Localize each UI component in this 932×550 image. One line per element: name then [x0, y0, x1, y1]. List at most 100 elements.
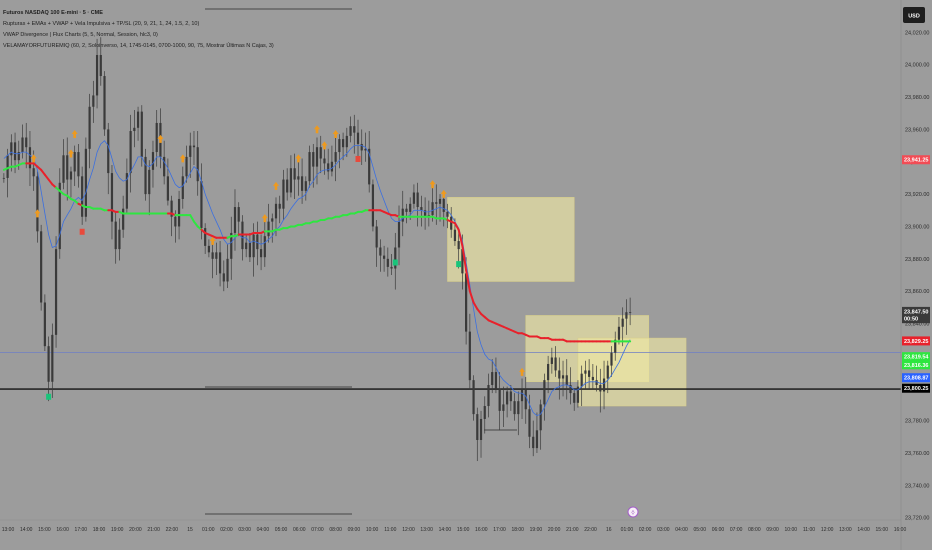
vwap-segment	[47, 178, 54, 186]
price-badge-label: 23,819.54	[904, 355, 929, 361]
signal-square-marker	[79, 228, 85, 235]
time-tick-label: 01:00	[621, 527, 634, 533]
candle-body	[472, 380, 475, 415]
candle-body	[174, 216, 177, 227]
candle-body	[47, 346, 50, 382]
vwap-segment	[472, 301, 479, 310]
candle-body	[621, 318, 624, 327]
time-tick-label: 07:00	[311, 527, 324, 533]
candle-body	[155, 122, 158, 153]
arrow-up-marker	[34, 209, 41, 218]
candle-body	[274, 203, 278, 219]
arrow-up-marker	[157, 134, 164, 143]
time-tick-label: 13:00	[839, 527, 852, 533]
candle-body	[341, 139, 345, 148]
candle-body	[248, 242, 251, 258]
arrow-up-marker	[30, 154, 37, 163]
candle-body	[502, 404, 505, 411]
candle-body	[494, 372, 498, 389]
candle-body	[211, 252, 214, 259]
candle-body	[230, 232, 233, 259]
time-tick-label: 14:00	[20, 527, 33, 533]
price-badge-box	[902, 155, 930, 165]
candle-body	[259, 249, 263, 258]
candle-body	[528, 409, 531, 437]
candle-body	[84, 148, 87, 217]
event-icon[interactable]: ◊	[627, 506, 639, 518]
candle-body	[599, 385, 602, 392]
candle-body	[330, 161, 334, 172]
candle-body	[13, 142, 17, 161]
candle-body	[245, 242, 248, 250]
time-axis[interactable]: 13:00 14:00 15:00 16:00 17:00 18:00 19:00 20:00…	[0, 519, 906, 533]
arrow-up-marker	[321, 141, 328, 150]
candle-body	[446, 211, 449, 217]
arrow-up-marker	[314, 125, 320, 134]
candle-body	[196, 147, 199, 182]
candle-body	[453, 229, 457, 242]
candle-body	[312, 152, 315, 167]
signal-markers	[30, 125, 526, 400]
price-badge-label: 23,808.87	[904, 376, 928, 382]
vwap-segment	[468, 290, 475, 304]
candle-body	[569, 385, 572, 394]
candle-body	[550, 357, 553, 364]
candle-body	[520, 389, 524, 402]
candle-body	[476, 414, 479, 440]
candle-body	[561, 375, 565, 379]
candle-body	[573, 393, 576, 403]
currency-badge-label: USD	[908, 14, 920, 20]
event-icon-circle	[627, 506, 639, 518]
price-badge-label: 23,847.50	[904, 309, 928, 315]
candle-body	[144, 156, 147, 195]
legend: Futuros NASDAQ 100 E-mini · 5 · CME Rupt…	[3, 10, 274, 49]
arrow-up-marker	[429, 180, 436, 189]
candle-body	[442, 198, 445, 212]
candle-body	[88, 106, 91, 149]
price-badge-label: 23,816.36	[904, 363, 928, 369]
candle-body	[438, 198, 442, 204]
candle-body	[103, 76, 106, 130]
arrow-up-marker	[440, 189, 447, 198]
arrow-up-marker	[261, 214, 268, 223]
time-tick-label: 15:00	[457, 527, 470, 533]
candle-body	[368, 148, 371, 185]
candle-body	[226, 258, 229, 282]
time-tick-label: 15:00	[876, 527, 889, 533]
candle-body	[25, 137, 28, 148]
candle-body	[304, 181, 307, 191]
time-tick-label: 09:00	[766, 527, 779, 533]
vwap-segment	[461, 244, 468, 272]
arrow-up-marker	[71, 130, 78, 139]
time-tick-label: 19:00	[530, 527, 543, 533]
price-badge-box	[902, 314, 930, 324]
candle-body	[588, 370, 591, 377]
zone-box-0	[447, 197, 575, 282]
candle-body	[532, 436, 535, 449]
time-tick-label: 02:00	[220, 527, 233, 533]
candle-body	[95, 55, 99, 96]
candle-body	[200, 181, 203, 229]
time-tick-label: 22:00	[166, 527, 179, 533]
candle-body	[181, 176, 184, 199]
candle-body	[92, 95, 95, 107]
candle-body	[289, 168, 293, 193]
time-tick-label: 03:00	[657, 527, 670, 533]
price-tick-label: 23,780.00	[905, 419, 929, 425]
candle-body	[334, 152, 337, 162]
time-tick-label: 16:00	[475, 527, 488, 533]
candle-body	[461, 249, 464, 274]
signal-square-marker	[355, 155, 361, 162]
currency-button[interactable]: USD	[903, 7, 925, 23]
candle-body	[185, 156, 188, 177]
ema-blue-line	[3, 140, 631, 417]
vwap-segment	[453, 222, 460, 231]
vwap-segment	[457, 228, 464, 247]
candle-body	[62, 155, 65, 183]
candle-body	[409, 203, 412, 212]
candle-body	[58, 182, 61, 250]
candle-body	[524, 389, 527, 410]
time-tick-label: 08:00	[748, 527, 761, 533]
candle-body	[595, 380, 598, 385]
